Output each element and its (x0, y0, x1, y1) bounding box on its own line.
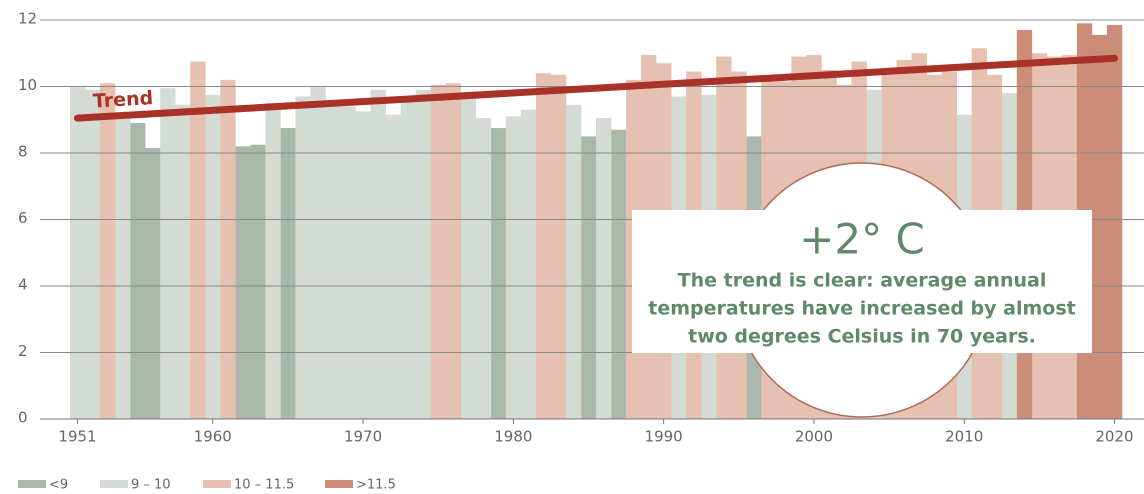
bar (160, 88, 176, 419)
bar (220, 79, 236, 419)
bar (205, 94, 221, 419)
bar (505, 116, 522, 420)
bar (580, 136, 597, 419)
x-tick-label: 1970 (344, 428, 382, 446)
bar (130, 123, 146, 419)
x-tick-label: 1990 (645, 428, 683, 446)
bar (565, 104, 582, 419)
legend-swatch (100, 480, 128, 488)
bar (490, 128, 507, 419)
bar (460, 96, 477, 419)
bar (295, 96, 311, 419)
trend-label: Trend (92, 87, 153, 112)
legend-label: <9 (49, 478, 68, 493)
y-tick-label: 2 (18, 342, 28, 360)
y-tick-label: 4 (18, 276, 28, 294)
annotation-title: +2° C (799, 215, 925, 264)
bar (145, 148, 161, 419)
legend-label: >11.5 (356, 478, 396, 493)
x-tick-label: 2000 (795, 428, 833, 446)
x-tick-label: 1980 (494, 428, 532, 446)
y-tick-label: 0 (18, 409, 28, 427)
bar (280, 128, 296, 419)
legend-swatch (18, 480, 46, 488)
bar (611, 129, 627, 419)
bar (1091, 34, 1108, 420)
legend-label: 10 – 11.5 (234, 478, 294, 493)
legend-swatch (203, 480, 231, 488)
bar (70, 87, 86, 419)
bar (115, 116, 131, 420)
bar (415, 89, 431, 419)
annotation-box (632, 210, 1092, 353)
bar (85, 89, 101, 419)
annotation-line: temperatures have increased by almost (648, 298, 1075, 320)
bar (370, 89, 386, 419)
bar (355, 111, 371, 419)
y-tick-label: 6 (18, 209, 28, 227)
trend-line (74, 54, 1118, 122)
bar (265, 103, 281, 419)
annotation: +2° C The trend is clear: average annual t… (632, 162, 1092, 418)
x-tick-label: 2010 (945, 428, 983, 446)
bar (250, 144, 266, 419)
x-tick-label: 1951 (58, 428, 96, 446)
bar (235, 146, 251, 419)
legend-label: 9 – 10 (131, 478, 171, 493)
legend-swatch (325, 480, 353, 488)
bar (190, 61, 206, 419)
y-tick-label: 8 (18, 143, 28, 161)
bar (1106, 24, 1123, 420)
bar (175, 104, 191, 419)
bar (310, 87, 326, 419)
bar (445, 83, 462, 420)
bar (596, 118, 612, 420)
bar (100, 83, 116, 420)
bar (430, 84, 447, 420)
bar (550, 74, 567, 420)
bar (340, 106, 356, 419)
bar (520, 109, 537, 420)
bar (475, 118, 492, 420)
annotation-line: The trend is clear: average annual (678, 270, 1047, 292)
x-tick-label: 1960 (194, 428, 232, 446)
y-tick-label: 12 (18, 10, 37, 28)
annotation-line: two degrees Celsius in 70 years. (688, 326, 1036, 348)
bar (385, 114, 401, 419)
bar (325, 106, 341, 419)
x-tick-label: 2020 (1095, 428, 1133, 446)
bar (400, 99, 416, 420)
y-tick-label: 10 (18, 76, 37, 94)
bar (535, 73, 552, 419)
